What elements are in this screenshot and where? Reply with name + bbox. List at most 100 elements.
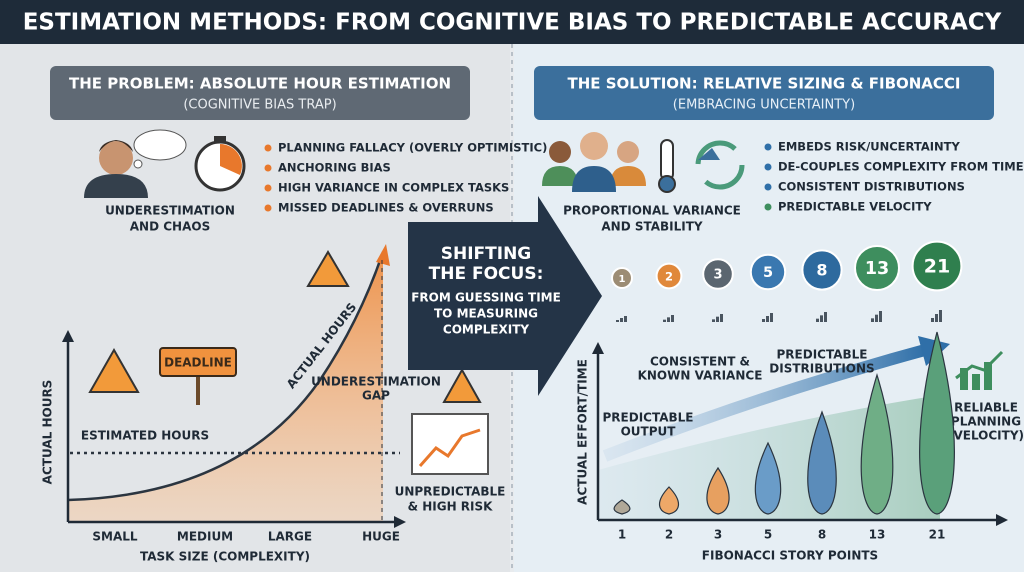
mini-bar [616, 320, 619, 322]
x-category: HUGE [362, 530, 400, 544]
bullet-text: DE-COUPLES COMPLEXITY FROM TIME [778, 160, 1024, 174]
axis-arrow [394, 516, 406, 528]
sign-text: DEADLINE [164, 356, 232, 370]
right-subheading: (EMBRACING UNCERTAINTY) [673, 98, 855, 113]
x-category: 2 [665, 528, 673, 542]
velocity-icon [955, 350, 1004, 390]
window [411, 413, 489, 475]
mini-bar [871, 318, 874, 322]
distribution [807, 410, 837, 515]
annotation: PLANNING [951, 415, 1021, 429]
mini-bar [766, 316, 769, 322]
bullet-text: PLANNING FALLACY (OVERLY OPTIMISTIC) [278, 141, 547, 155]
bullet-dot [764, 183, 772, 191]
bubble [133, 129, 187, 161]
left-caption: UNDERESTIMATION [105, 204, 235, 218]
curve-arrowhead [376, 244, 390, 266]
mini-bar [620, 318, 623, 322]
right-chart: ACTUAL EFFORT/TIME FIBONACCI STORY POINT… [576, 240, 1024, 563]
gap-label: UNDERESTIMATION [311, 375, 441, 389]
axis-arrow [996, 514, 1008, 526]
center-heading: SHIFTING [441, 244, 532, 264]
x-category: 21 [929, 528, 946, 542]
gap-area [68, 252, 383, 522]
warning [88, 347, 140, 393]
distribution [706, 466, 730, 515]
bullet-text: HIGH VARIANCE IN COMPLEX TASKS [278, 181, 509, 195]
bullet-dot [264, 184, 272, 192]
thermometer-icon [658, 139, 676, 193]
point-badge-label: 1 [619, 274, 626, 285]
sign-board [159, 347, 237, 377]
mini-bar [820, 315, 823, 322]
velocity-bar [972, 374, 980, 390]
annotation: KNOWN VARIANCE [638, 369, 763, 383]
bullet-text: EMBEDS RISK/UNCERTAINTY [778, 140, 960, 154]
y-axis-label: ACTUAL EFFORT/TIME [576, 359, 590, 505]
mini-bar [712, 319, 715, 322]
left-subheading: (COGNITIVE BIAS TRAP) [183, 98, 336, 113]
mini-bar [824, 312, 827, 322]
mini-bar [875, 314, 878, 322]
point-badge-label: 2 [665, 270, 673, 284]
x-category: LARGE [268, 530, 312, 544]
mini-bar [935, 314, 938, 322]
mini-bar [716, 316, 719, 322]
title: ESTIMATION METHODS: FROM COGNITIVE BIAS … [23, 10, 1002, 36]
x-category: SMALL [92, 530, 138, 544]
annotation: RELIABLE [954, 401, 1018, 415]
mini-bar [816, 318, 819, 322]
thought-bubble [133, 129, 187, 169]
axis-arrow [592, 342, 604, 354]
head [617, 141, 639, 163]
point-badge [854, 245, 900, 291]
person-icon [84, 140, 148, 198]
bullet-text: PREDICTABLE VELOCITY [778, 200, 932, 214]
x-category: 1 [618, 528, 626, 542]
y-axis-label: ACTUAL HOURS [41, 380, 55, 485]
team-icon [542, 132, 646, 192]
x-category: 8 [818, 528, 826, 542]
bullet-text: ANCHORING BIAS [278, 161, 391, 175]
cycle-icon [695, 140, 745, 190]
bulb [658, 175, 676, 193]
hair [99, 140, 133, 152]
point-badge [702, 258, 734, 290]
left-heading-box [50, 66, 470, 120]
left-bullets: PLANNING FALLACY (OVERLY OPTIMISTIC) ANCH… [264, 141, 547, 215]
annotation: OUTPUT [621, 425, 677, 439]
annotation: CONSISTENT & [650, 355, 750, 369]
bullet-dot [264, 204, 272, 212]
mini-bar [762, 319, 765, 322]
warning [442, 367, 482, 403]
point-badge [749, 253, 787, 291]
right-caption: AND STABILITY [601, 220, 703, 234]
bullet-dot [764, 203, 772, 211]
point-badge-label: 13 [865, 259, 889, 279]
actual-curve [67, 251, 385, 502]
cycle [695, 140, 745, 190]
cycle-arrow [698, 148, 720, 160]
mini-bar [770, 313, 773, 322]
mini-bar [720, 314, 723, 322]
bullet-dot [264, 144, 272, 152]
warning-icons [88, 250, 482, 403]
bubble-dot [133, 159, 143, 169]
title-bar [0, 0, 1024, 44]
tube [660, 139, 674, 181]
left-heading: THE PROBLEM: ABSOLUTE HOUR ESTIMATION [69, 75, 451, 93]
point-badge [911, 240, 963, 292]
body [610, 166, 646, 186]
center-text: COMPLEXITY [443, 323, 529, 337]
velocity-line [955, 350, 1004, 380]
head [580, 132, 608, 160]
warning [306, 250, 350, 287]
point-badge [655, 262, 683, 290]
x-axis-label: FIBONACCI STORY POINTS [702, 549, 878, 563]
body [84, 174, 148, 198]
left-chart: ACTUAL HOURS SMALL MEDIUM LARGE HUGE TAS… [41, 244, 505, 564]
deadline-sign: DEADLINE [159, 347, 237, 405]
distribution [754, 441, 782, 515]
gap-label: GAP [362, 389, 390, 403]
